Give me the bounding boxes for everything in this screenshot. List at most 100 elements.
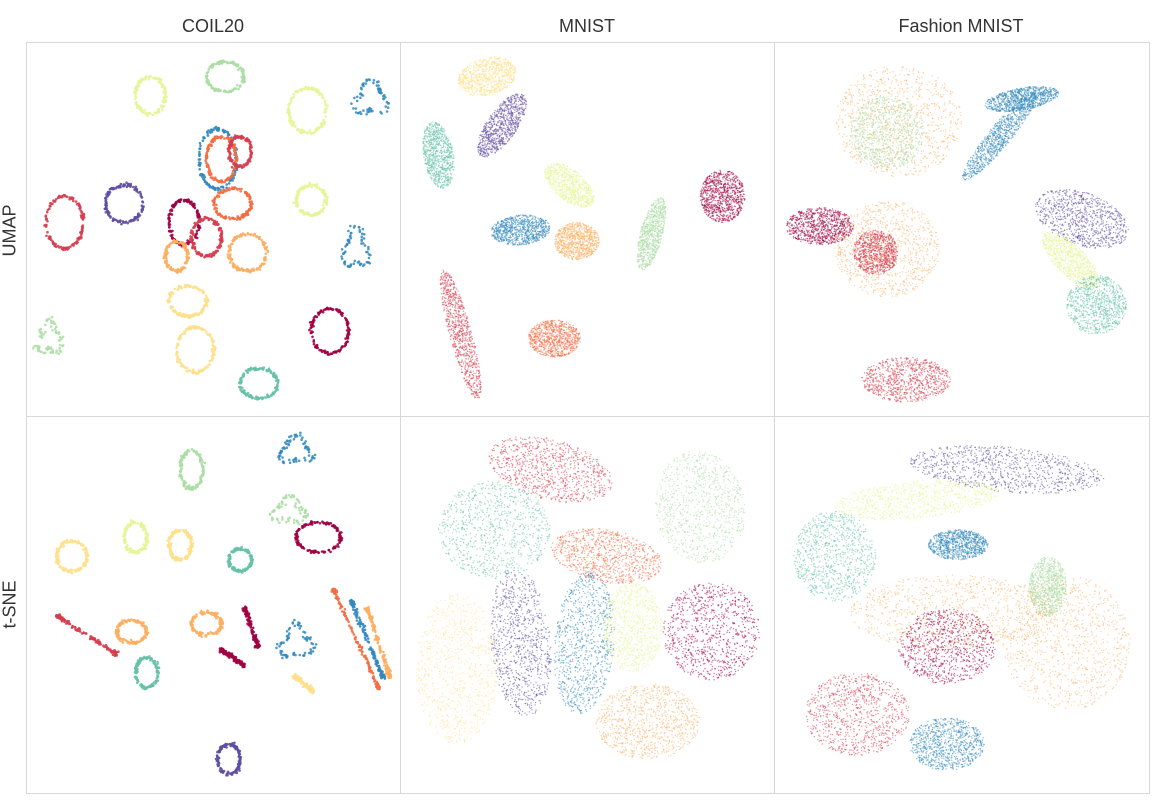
point — [509, 127, 512, 129]
point — [141, 208, 144, 211]
point — [228, 186, 231, 190]
point — [513, 77, 516, 80]
cluster-11 — [211, 186, 254, 221]
point — [517, 106, 519, 108]
point — [480, 148, 482, 150]
point — [486, 139, 488, 142]
point — [488, 60, 490, 62]
point — [444, 183, 446, 185]
point — [499, 81, 501, 83]
point — [103, 196, 107, 200]
point — [353, 259, 357, 263]
point — [509, 130, 512, 132]
cluster-3 — [350, 78, 391, 116]
point — [312, 214, 316, 217]
point — [466, 80, 468, 82]
point — [310, 324, 314, 327]
point — [203, 366, 207, 370]
point — [349, 236, 353, 240]
point — [506, 67, 508, 69]
point — [147, 112, 150, 115]
point — [461, 73, 463, 75]
point — [431, 172, 434, 175]
point — [501, 78, 503, 80]
point — [53, 327, 57, 331]
point — [487, 77, 490, 79]
point — [182, 365, 186, 369]
point — [497, 86, 499, 89]
point — [472, 69, 474, 72]
point — [490, 87, 493, 89]
point — [297, 127, 300, 131]
point — [206, 149, 210, 153]
point — [502, 115, 504, 117]
point — [148, 75, 152, 78]
point — [482, 151, 485, 153]
point — [500, 120, 503, 122]
cluster-15 — [340, 224, 372, 268]
point — [521, 108, 523, 111]
point — [235, 187, 238, 190]
point — [49, 319, 53, 323]
point — [479, 149, 481, 152]
point — [499, 64, 501, 66]
point — [516, 93, 518, 95]
point — [308, 181, 312, 185]
point — [223, 60, 226, 64]
point — [500, 67, 502, 70]
point — [169, 230, 173, 233]
point — [197, 369, 201, 373]
point — [78, 236, 81, 239]
point — [322, 118, 325, 122]
point — [203, 180, 207, 184]
point — [186, 239, 189, 242]
point — [494, 58, 497, 60]
point — [500, 109, 502, 111]
point — [473, 80, 475, 82]
point — [487, 148, 489, 150]
point — [314, 89, 318, 93]
point — [185, 327, 188, 331]
point — [36, 344, 40, 348]
point — [495, 86, 498, 88]
point — [444, 136, 447, 138]
point — [496, 63, 499, 66]
point — [483, 153, 486, 155]
point — [362, 82, 365, 85]
point — [496, 88, 498, 90]
point — [503, 142, 505, 145]
point — [437, 157, 439, 159]
point — [302, 210, 305, 213]
point — [191, 285, 195, 289]
point — [428, 140, 430, 142]
point — [476, 82, 479, 85]
point — [516, 96, 519, 99]
point — [481, 81, 483, 84]
point — [241, 386, 244, 390]
point — [184, 243, 188, 246]
point — [509, 75, 512, 77]
point — [503, 71, 506, 74]
point — [483, 90, 485, 92]
point — [467, 66, 470, 69]
point — [518, 119, 520, 121]
point — [481, 154, 483, 157]
point — [501, 143, 504, 145]
point — [510, 106, 512, 108]
point — [501, 132, 504, 135]
point — [435, 155, 437, 157]
point — [448, 159, 450, 161]
point — [459, 73, 461, 76]
point — [144, 111, 147, 115]
point — [489, 126, 491, 128]
point — [485, 129, 488, 131]
point — [511, 115, 513, 117]
point — [212, 345, 215, 348]
point — [322, 190, 325, 194]
point — [486, 144, 488, 146]
point — [307, 87, 310, 90]
point — [307, 184, 311, 188]
point — [472, 89, 474, 92]
point — [497, 71, 500, 73]
point — [340, 257, 344, 261]
